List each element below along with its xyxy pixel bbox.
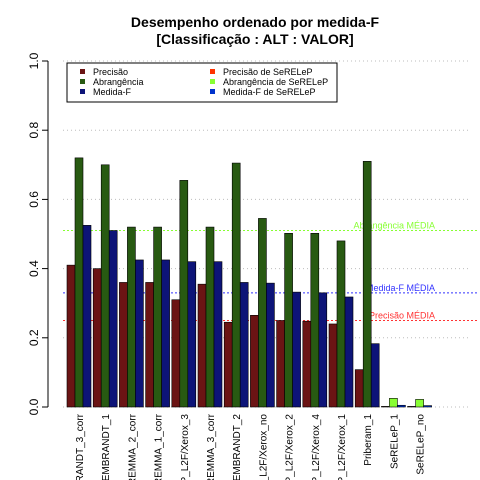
y-tick-label: 0.6 [27, 191, 41, 208]
category-label: REMMA_3_corr [206, 413, 217, 480]
bar [213, 261, 223, 408]
bar [344, 296, 354, 408]
legend-label: Precisão [93, 67, 128, 77]
category-label: P_L2F/Xerox_2 [285, 414, 296, 480]
bar [284, 233, 293, 408]
bar [362, 161, 372, 408]
bar [292, 291, 301, 408]
legend-swatch [80, 79, 85, 84]
bar [354, 369, 364, 408]
legend-swatch [210, 69, 215, 74]
category-label: REMMA_1_corr [154, 413, 165, 480]
bar [381, 406, 390, 408]
legend-label: Abrangência de SeRELeP [223, 77, 328, 87]
bar [239, 282, 249, 408]
bar [370, 343, 380, 408]
category-label: Priberam_1 [363, 414, 374, 466]
category-label: P_L2F/Xerox_3 [180, 414, 191, 480]
legend-label: Precisão de SeRELeP [223, 67, 313, 77]
y-tick-label: 0.4 [27, 260, 41, 277]
bar [415, 399, 424, 408]
category-label: EMBRANDT_1 [101, 414, 112, 480]
category-labels: BRANDT_3_corr EMBRANDT_1 REMMA_2_corr REMMA… [75, 413, 427, 480]
category-label: REMMA_2_corr [127, 413, 138, 480]
bar [310, 233, 320, 408]
legend-label: Medida-F de SeRELeP [223, 87, 316, 97]
bar [328, 323, 338, 408]
bar [100, 164, 110, 408]
bar [197, 283, 207, 408]
legend-swatch [210, 89, 215, 94]
bar [92, 268, 102, 408]
bar [266, 282, 275, 408]
bar [179, 180, 189, 408]
bar [145, 282, 154, 408]
bar [258, 218, 267, 408]
legend-box [66, 62, 338, 103]
category-label: P_L2F/Xerox_4 [311, 414, 322, 480]
category-label: EMBRANDT_2 [232, 414, 243, 480]
legend-label: Abrangência [93, 77, 144, 87]
legend-label: Medida-F [93, 87, 132, 97]
bar [108, 230, 118, 408]
bar [389, 398, 398, 408]
category-label: SeRELeP_no [416, 414, 427, 475]
y-axis: 0.0 0.2 0.4 0.6 0.8 1.0 [27, 52, 49, 415]
reference-line-label: Precisão MÉDIA [369, 311, 435, 321]
reference-line-label: Medida-F MÉDIA [366, 283, 435, 293]
bar [171, 299, 181, 408]
y-tick-label: 0.2 [27, 329, 41, 346]
bar [66, 264, 76, 408]
bar [302, 320, 312, 408]
bar [135, 259, 144, 408]
bar [231, 162, 241, 408]
bar [223, 321, 233, 408]
bar [423, 405, 432, 408]
category-label: SeRELeP_1 [389, 414, 400, 469]
legend-swatch [80, 89, 85, 94]
bar [127, 226, 136, 408]
category-label: BRANDT_3_corr [75, 413, 86, 480]
y-tick-label: 0.8 [27, 122, 41, 139]
legend-swatch [80, 69, 85, 74]
bar [397, 404, 406, 408]
bar [153, 226, 162, 408]
bars [66, 157, 432, 408]
legend-swatch [210, 79, 215, 84]
y-tick-label: 0.0 [27, 398, 41, 415]
bar [82, 225, 92, 408]
bar [119, 282, 128, 408]
bar [276, 320, 285, 408]
bar [407, 406, 416, 408]
bar [318, 292, 328, 408]
bar [161, 259, 170, 408]
bar [74, 157, 84, 408]
bar [187, 261, 197, 408]
category-label: _L2F/Xerox_no [258, 414, 269, 480]
bar [205, 226, 215, 408]
category-label: P_L2F/Xerox_1 [337, 414, 348, 480]
reference-line-label: Abrangência MÉDIA [353, 221, 435, 231]
chart-subtitle: [Classificação : ALT : VALOR] [156, 31, 353, 47]
y-tick-label: 1.0 [27, 52, 41, 69]
bar [250, 315, 259, 408]
chart-title: Desempenho ordenado por medida-F [131, 14, 380, 30]
bar [336, 240, 346, 408]
